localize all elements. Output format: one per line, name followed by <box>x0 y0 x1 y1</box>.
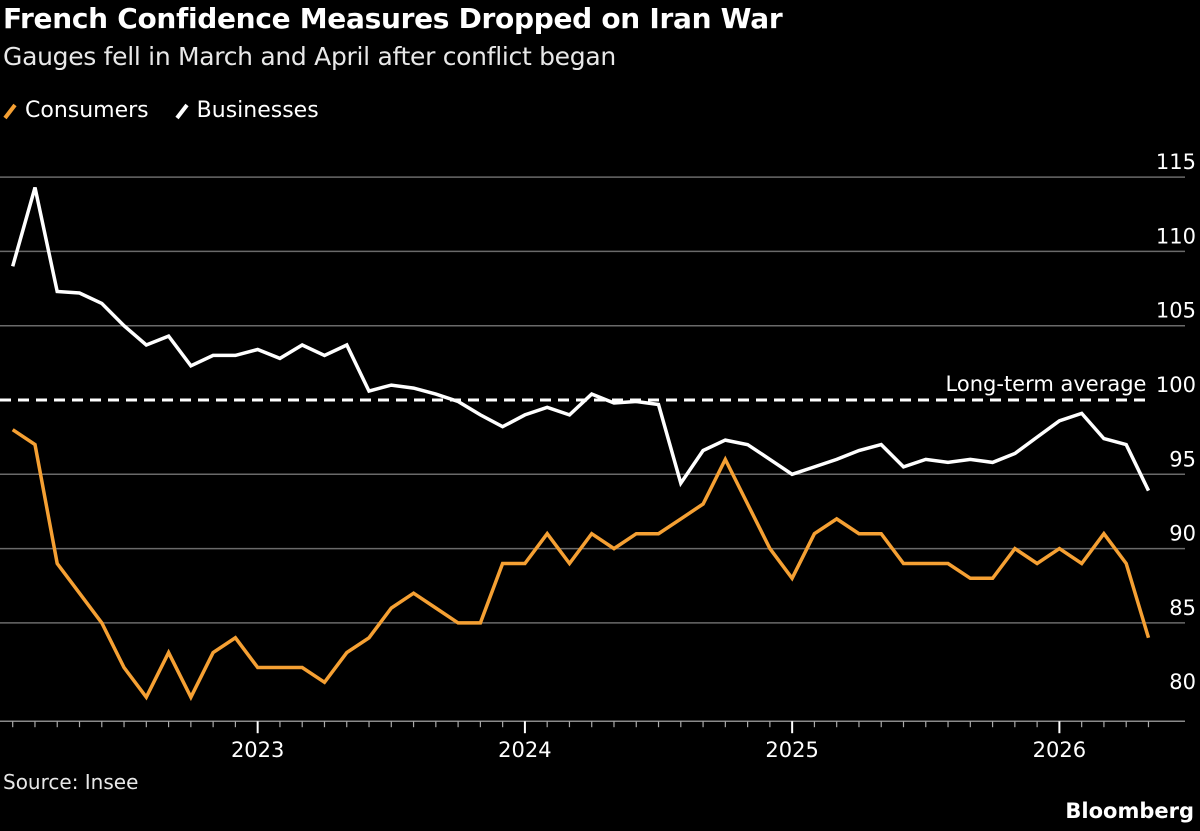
legend-label: Consumers <box>25 98 149 123</box>
y-tick-label: 80 <box>1169 670 1196 694</box>
x-tick-label: 2025 <box>765 738 818 760</box>
legend: Consumers Businesses <box>3 98 319 123</box>
plot-area: 80 85 90 95 100 105 110 115 2023 2024 2025 2026 Long… <box>0 150 1196 760</box>
series-line-businesses <box>11 187 1151 492</box>
long-term-average-label: Long-term average <box>946 372 1147 396</box>
series-line-consumers <box>11 428 1151 702</box>
x-tick-label: 2026 <box>1033 738 1086 760</box>
y-tick-label: 105 <box>1156 299 1196 323</box>
legend-swatch-businesses-icon <box>175 103 189 119</box>
y-tick-label: 110 <box>1156 224 1196 248</box>
bloomberg-logo: Bloomberg <box>1065 799 1194 823</box>
x-tick-label: 2024 <box>498 738 551 760</box>
y-tick-label: 95 <box>1169 447 1196 471</box>
y-tick-label: 85 <box>1169 596 1196 620</box>
chart-title: French Confidence Measures Dropped on Ir… <box>3 2 783 35</box>
y-tick-label: 115 <box>1156 150 1196 174</box>
y-tick-label: 100 <box>1156 373 1196 397</box>
x-tick-label: 2023 <box>231 738 284 760</box>
legend-item-consumers: Consumers <box>3 98 149 123</box>
y-tick-label: 90 <box>1169 522 1196 546</box>
legend-label: Businesses <box>196 98 319 123</box>
chart-subtitle: Gauges fell in March and April after con… <box>3 42 616 71</box>
legend-item-businesses: Businesses <box>175 98 319 123</box>
legend-swatch-consumers-icon <box>3 103 17 119</box>
source-note: Source: Insee <box>3 770 139 794</box>
